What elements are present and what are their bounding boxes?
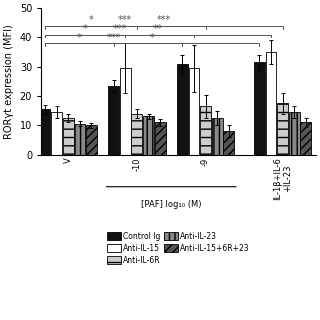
Legend: Control Ig, Anti-IL-15, Anti-IL-6R, Anti-IL-23, Anti-IL-15+6R+23: Control Ig, Anti-IL-15, Anti-IL-6R, Anti… — [104, 228, 253, 268]
Bar — [277, 103, 288, 155]
Bar — [120, 68, 131, 155]
Bar — [51, 112, 62, 155]
Text: *: * — [77, 33, 82, 43]
Bar — [300, 122, 311, 155]
Text: [PAF] log₁₀ (M): [PAF] log₁₀ (M) — [141, 200, 202, 209]
Bar — [177, 64, 188, 155]
Bar — [155, 122, 165, 155]
Bar — [39, 109, 50, 155]
Text: *: * — [150, 33, 155, 43]
Bar — [266, 52, 276, 155]
Bar — [86, 125, 97, 155]
Text: *: * — [89, 15, 93, 25]
Bar — [212, 118, 222, 155]
Bar — [254, 62, 265, 155]
Y-axis label: RORγt expression (MFI): RORγt expression (MFI) — [4, 24, 14, 139]
Text: ***: *** — [107, 33, 121, 43]
Bar — [289, 112, 300, 155]
Bar — [108, 86, 119, 155]
Bar — [188, 68, 199, 155]
Bar — [75, 124, 85, 155]
Text: ***: *** — [156, 15, 171, 25]
Text: ***: *** — [118, 15, 132, 25]
Text: ***: *** — [112, 24, 126, 34]
Bar — [132, 114, 142, 155]
Bar — [223, 131, 234, 155]
Bar — [200, 106, 211, 155]
Text: *: * — [83, 24, 87, 34]
Bar — [143, 116, 154, 155]
Text: **: ** — [153, 24, 163, 34]
Bar — [63, 118, 74, 155]
